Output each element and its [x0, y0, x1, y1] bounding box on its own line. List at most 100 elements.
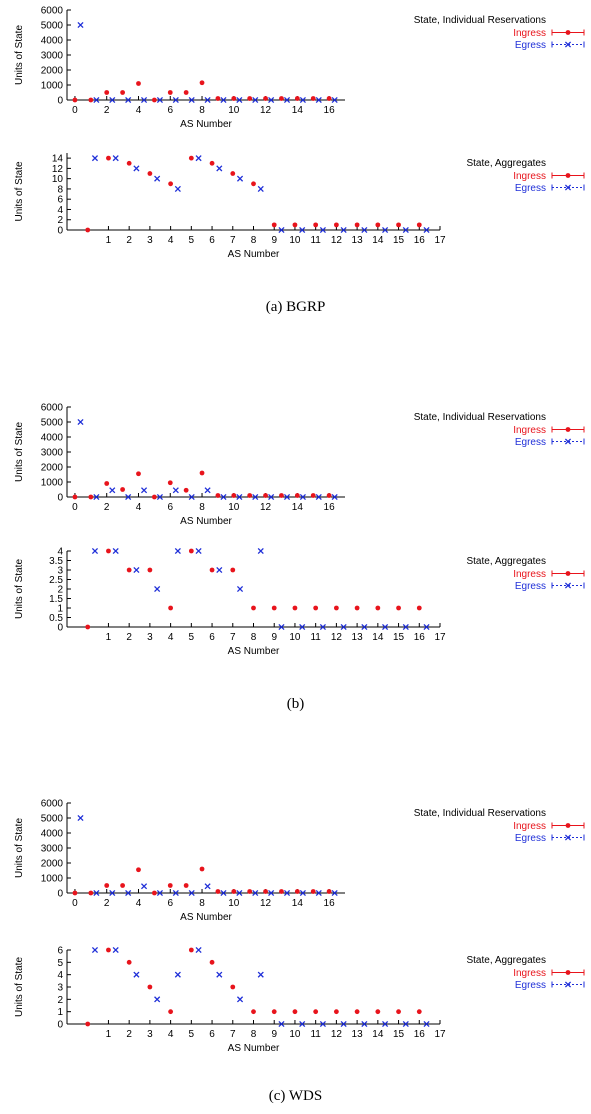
x-tick-label: 3: [147, 235, 153, 246]
egress-point: [402, 1020, 409, 1028]
x-tick-label: 0: [72, 502, 78, 513]
y-tick-label: 5000: [41, 814, 64, 825]
egress-point: [77, 21, 84, 29]
x-tick-label: 16: [414, 1029, 426, 1040]
x-axis-label: AS Number: [228, 646, 280, 657]
y-tick-label: 2000: [41, 66, 64, 77]
y-tick-label: 3.5: [49, 556, 63, 567]
x-tick-label: 10: [289, 235, 301, 246]
x-tick-label: 0: [72, 105, 78, 116]
ingress-point: [251, 605, 256, 611]
y-tick-label: 3: [57, 566, 63, 577]
ingress-point: [326, 96, 332, 101]
ingress-point: [126, 160, 132, 166]
ingress-point: [209, 959, 215, 965]
egress-point: [257, 185, 264, 192]
ingress-point: [126, 567, 132, 573]
egress-point: [204, 96, 211, 104]
egress-point: [564, 438, 572, 445]
legend-title: State, Aggregates: [466, 158, 546, 169]
egress-point: [319, 1020, 326, 1028]
x-axis-label: AS Number: [180, 912, 232, 923]
egress-point: [423, 623, 430, 631]
egress-point: [216, 165, 223, 172]
legend-ingress-label: Ingress: [513, 569, 546, 580]
egress-point: [382, 1020, 389, 1028]
x-tick-label: 14: [292, 105, 304, 116]
egress-point: [174, 185, 181, 192]
ingress-point: [565, 427, 571, 432]
y-tick-label: 1000: [41, 874, 64, 885]
egress-point: [402, 226, 409, 234]
ingress-point: [167, 883, 173, 888]
egress-point: [154, 175, 161, 182]
y-tick-label: 2: [57, 585, 63, 596]
egress-point: [140, 883, 148, 890]
x-tick-label: 4: [168, 632, 174, 643]
y-axis-label: Units of State: [14, 161, 25, 221]
ingress-point: [88, 494, 94, 500]
y-tick-label: 3000: [41, 51, 64, 62]
egress-point: [402, 623, 409, 631]
chart-panel-5: 0 1000 2000 3000 4000 5000 6000 0 2 4 6 8 10 12 14 16 Un…: [14, 799, 585, 923]
egress-point: [315, 96, 322, 104]
ingress-point: [136, 81, 141, 86]
ingress-point: [292, 222, 298, 228]
ingress-point: [168, 1009, 174, 1015]
x-axis-label: AS Number: [180, 119, 232, 130]
x-tick-label: 15: [393, 1029, 405, 1040]
ingress-point: [375, 1009, 381, 1015]
ingress-point: [354, 1009, 360, 1015]
ingress-point: [72, 97, 78, 103]
y-tick-label: 1: [57, 604, 63, 615]
egress-point: [257, 971, 264, 978]
ingress-point: [313, 222, 319, 228]
ingress-point: [88, 890, 94, 896]
egress-point: [91, 547, 99, 555]
ingress-point: [565, 970, 571, 975]
ingress-point: [188, 947, 194, 953]
ingress-point: [151, 890, 157, 896]
ingress-point: [183, 883, 189, 888]
y-tick-label: 0: [57, 226, 63, 237]
x-tick-label: 17: [434, 632, 446, 643]
egress-point: [188, 96, 195, 104]
egress-point: [125, 493, 132, 501]
x-tick-label: 12: [331, 1029, 343, 1040]
legend-title: State, Individual Reservations: [414, 808, 546, 819]
egress-point: [361, 226, 368, 234]
y-tick-label: 1: [57, 1007, 63, 1018]
x-tick-label: 5: [189, 235, 195, 246]
egress-point: [195, 155, 202, 162]
x-axis-label: AS Number: [228, 249, 280, 260]
ingress-point: [231, 889, 237, 894]
x-tick-label: 14: [372, 1029, 384, 1040]
egress-point: [382, 226, 389, 234]
x-tick-label: 6: [167, 898, 173, 909]
ingress-point: [104, 883, 110, 888]
ingress-point: [120, 883, 125, 888]
egress-point: [93, 96, 100, 104]
y-axis-label: Units of State: [14, 559, 25, 619]
ingress-point: [147, 567, 153, 573]
ingress-point: [167, 90, 173, 95]
y-tick-label: 1.5: [49, 594, 63, 605]
x-tick-label: 16: [414, 235, 426, 246]
x-tick-label: 5: [189, 1029, 195, 1040]
egress-point: [77, 814, 84, 822]
legend-egress-label: Egress: [515, 581, 546, 592]
chart-panel-1: 0 1000 2000 3000 4000 5000 6000 0 2 4 6 8 10 12 14 16 Un…: [14, 6, 585, 130]
x-tick-label: 12: [331, 632, 343, 643]
y-tick-label: 4000: [41, 829, 64, 840]
ingress-point: [147, 171, 153, 176]
egress-point: [423, 1020, 430, 1028]
egress-point: [91, 155, 99, 162]
x-tick-label: 14: [372, 632, 384, 643]
x-tick-label: 4: [168, 1029, 174, 1040]
y-tick-label: 6000: [41, 403, 64, 414]
x-tick-label: 12: [331, 235, 343, 246]
ingress-point: [565, 173, 571, 178]
ingress-point: [72, 494, 78, 500]
